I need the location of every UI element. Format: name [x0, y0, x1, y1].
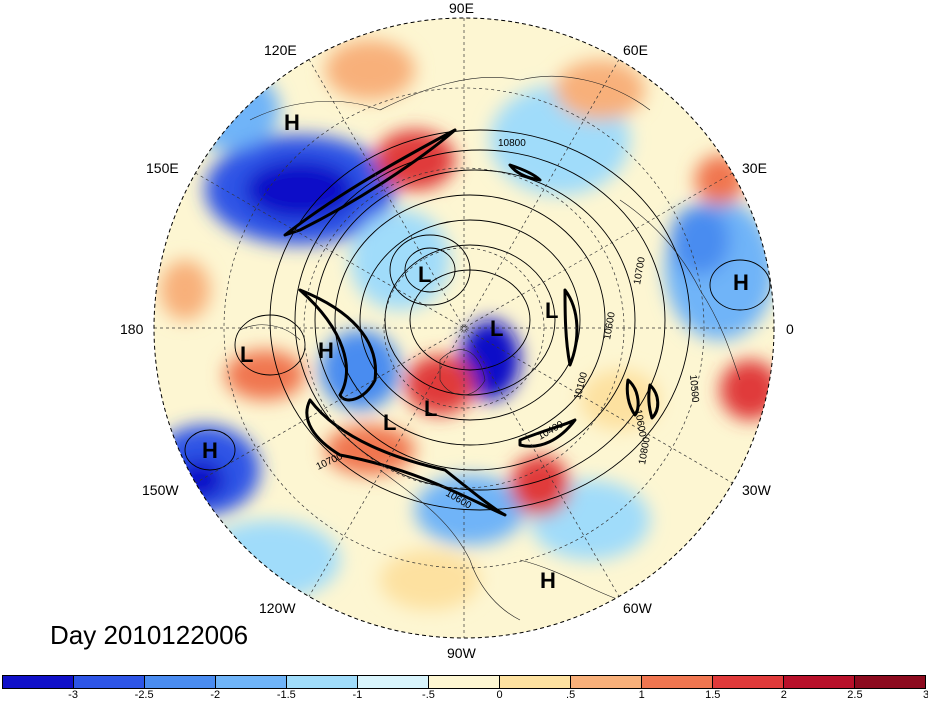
high-pressure-marker: H	[318, 338, 334, 363]
colorbar-tick-label: -.5	[422, 689, 435, 701]
colorbar-segment	[855, 676, 925, 688]
colorbar	[2, 675, 926, 689]
low-pressure-marker: L	[545, 298, 559, 323]
colorbar-segment	[713, 676, 784, 688]
low-pressure-marker: L	[418, 262, 432, 287]
high-pressure-marker: H	[540, 568, 556, 593]
coastlines	[239, 75, 741, 621]
colorbar-segment	[358, 676, 429, 688]
colorbar-segment	[145, 676, 216, 688]
jet-stream-contours	[283, 128, 660, 517]
contour-label: 10700	[632, 256, 648, 286]
lon-label-90w: 90W	[447, 645, 476, 661]
lon-label-30e: 30E	[742, 160, 767, 176]
colorbar-tick-label: 0	[496, 689, 503, 701]
colorbar-tick-label: -1	[352, 689, 363, 701]
lon-label-120w: 120W	[259, 600, 296, 616]
colorbar-tick-label: 1.5	[705, 689, 721, 701]
colorbar-segment	[429, 676, 500, 688]
colorbar-segment	[784, 676, 855, 688]
map-boundary	[153, 17, 775, 639]
colorbar-segment	[571, 676, 642, 688]
contour-label: 10600	[602, 311, 618, 341]
day-label: Day 2010122006	[50, 620, 249, 650]
colorbar-segment	[287, 676, 358, 688]
lon-label-150e: 150E	[146, 160, 179, 176]
contour-label: 10800	[637, 436, 653, 466]
colorbar-tick-label: -2.5	[134, 689, 154, 701]
lon-label-0: 0	[786, 321, 794, 337]
lon-label-150w: 150W	[142, 482, 179, 498]
colorbar-tick-label: 1	[638, 689, 645, 701]
colorbar-segment	[3, 676, 74, 688]
lon-label-60e: 60E	[623, 42, 648, 58]
low-pressure-marker: L	[424, 396, 438, 421]
low-pressure-marker: L	[383, 410, 397, 435]
contour-label: 10600	[632, 409, 648, 439]
low-pressure-marker: L	[490, 316, 504, 341]
colorbar-tick-label: 3	[922, 689, 928, 701]
lon-label-30w: 30W	[742, 482, 771, 498]
high-pressure-marker: H	[733, 270, 749, 295]
lon-label-90e: 90E	[449, 0, 474, 16]
contour-label: 10500	[687, 374, 700, 403]
high-pressure-marker: H	[284, 110, 300, 135]
lon-label-60w: 60W	[623, 600, 652, 616]
colorbar-tick-label: 2	[780, 689, 787, 701]
height-contours	[184, 129, 771, 511]
colorbar-tick-label: 2.5	[847, 689, 863, 701]
colorbar-tick-label: -3	[68, 689, 78, 701]
high-pressure-marker: H	[202, 438, 218, 463]
colorbar-segment	[216, 676, 287, 688]
lon-label-120e: 120E	[264, 42, 297, 58]
colorbar-tick-label: .5	[566, 689, 576, 701]
colorbar-segment	[500, 676, 571, 688]
contour-label: 10800	[498, 138, 526, 149]
colorbar-tick-label: -2	[210, 689, 221, 701]
graticule	[154, 18, 774, 638]
low-pressure-marker: L	[240, 342, 254, 367]
lon-label-180: 180	[120, 321, 144, 337]
colorbar-tick-label: -1.5	[276, 689, 296, 701]
colorbar-segment	[642, 676, 713, 688]
colorbar-segment	[74, 676, 145, 688]
